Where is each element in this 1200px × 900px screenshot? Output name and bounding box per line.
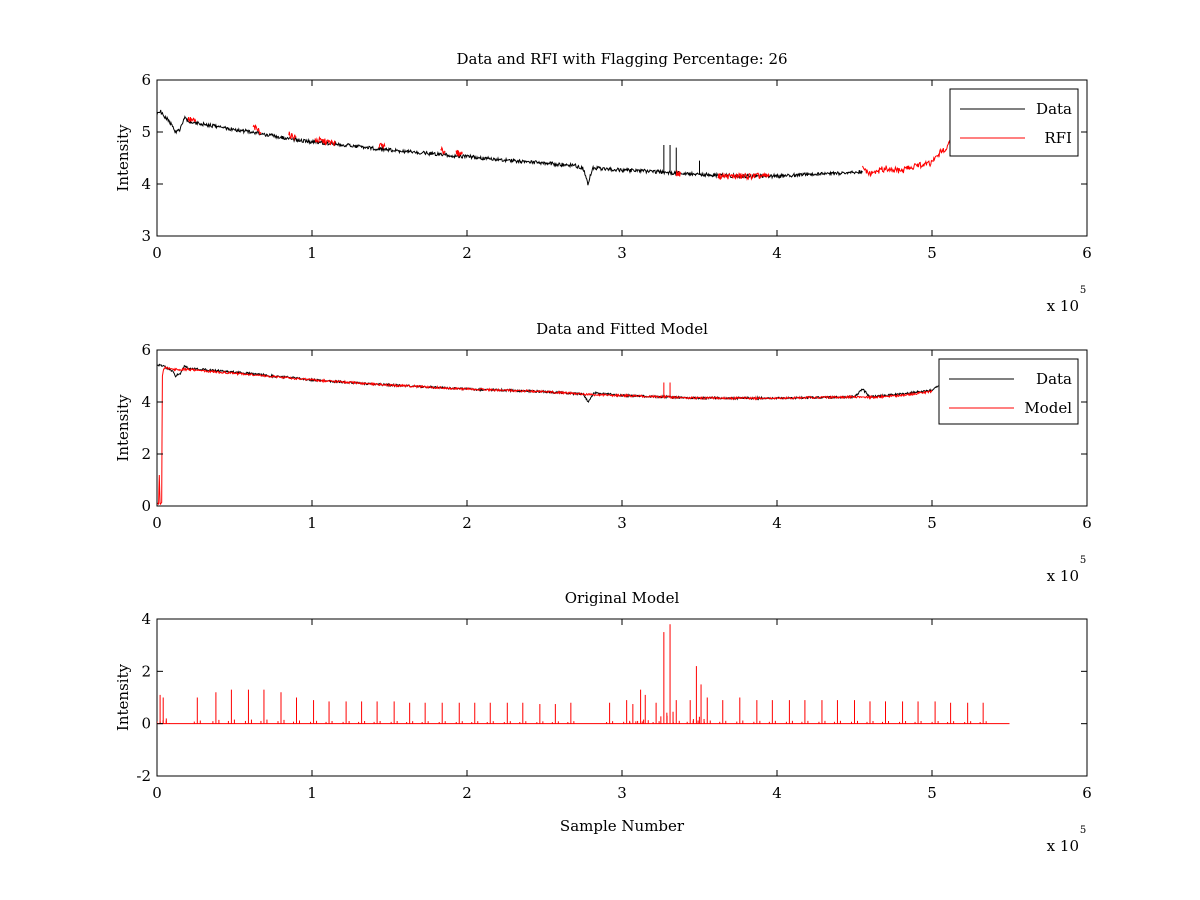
series-segment-rfi [455, 149, 463, 158]
legend: Data RFI [949, 88, 1079, 157]
legend-label: Data [1036, 370, 1072, 388]
legend-box [938, 358, 1079, 425]
series-segment-rfi [675, 170, 682, 177]
subplot-1: 0 1 2 3 4 5 6 3 4 5 6 Data and RFI with Flagging Pe… [114, 50, 1092, 315]
x-tick-label: 1 [307, 244, 317, 262]
x-tick-label: 4 [772, 784, 782, 802]
x-tick-label: 6 [1082, 784, 1092, 802]
series-segment-rfi [440, 145, 446, 155]
x-tick-label: 4 [772, 244, 782, 262]
series-group [157, 624, 1010, 725]
y-tick-label: 0 [141, 497, 151, 515]
x-tick-label: 6 [1082, 514, 1092, 532]
x-tick-label: 3 [617, 244, 627, 262]
chart-title: Data and RFI with Flagging Percentage: 2… [456, 50, 787, 68]
y-axis-label: Intensity [114, 394, 132, 462]
x-tick-label: 5 [927, 514, 937, 532]
series-group [157, 109, 956, 186]
series-segment-rfi [861, 129, 956, 178]
x-tick-label: 5 [927, 244, 937, 262]
series-segment-rfi [252, 124, 262, 135]
series-segment-rfi [288, 131, 297, 141]
x-tick-label: 2 [462, 784, 472, 802]
x-tick-label: 2 [462, 514, 472, 532]
plot-area [156, 618, 1088, 777]
x-tick-label: 5 [927, 784, 937, 802]
y-tick-label: 6 [141, 341, 151, 359]
series-line-model [157, 365, 933, 506]
x-multiplier-base: x 10 [1047, 567, 1079, 585]
x-multiplier-exponent: 5 [1080, 825, 1086, 836]
y-tick-label: 3 [141, 227, 151, 245]
chart-title: Original Model [565, 589, 680, 607]
x-tick-label: 0 [152, 244, 162, 262]
x-axis-label: Sample Number [560, 817, 685, 835]
x-multiplier-base: x 10 [1047, 837, 1079, 855]
x-tick-label: 1 [307, 784, 317, 802]
y-tick-label: 0 [141, 715, 151, 733]
x-tick-label: 6 [1082, 244, 1092, 262]
plot-area [156, 349, 1088, 507]
subplot-2: 0 1 2 3 4 5 6 0 2 4 6 Data and Fitted Model Intensit… [114, 320, 1092, 585]
series-segment-rfi [187, 117, 197, 123]
x-tick-label: 3 [617, 514, 627, 532]
y-tick-label: 4 [141, 610, 151, 628]
series-segment-rfi [717, 171, 770, 181]
chart-title: Data and Fitted Model [536, 320, 708, 338]
x-tick-label: 0 [152, 514, 162, 532]
plot-area [156, 79, 1088, 237]
y-axis-label: Intensity [114, 124, 132, 192]
x-tick-label: 1 [307, 514, 317, 532]
x-multiplier-base: x 10 [1047, 297, 1079, 315]
x-multiplier-exponent: 5 [1080, 285, 1086, 296]
y-axis-label: Intensity [114, 663, 132, 731]
series-segment-rfi [314, 135, 336, 147]
y-tick-label: 5 [141, 123, 151, 141]
x-tick-label: 3 [617, 784, 627, 802]
y-tick-label: 4 [141, 393, 151, 411]
y-tick-label: 4 [141, 175, 151, 193]
x-multiplier-exponent: 5 [1080, 555, 1086, 566]
y-tick-label: 2 [141, 445, 151, 463]
legend-box [949, 88, 1079, 157]
x-tick-label: 4 [772, 514, 782, 532]
legend: Data Model [938, 358, 1079, 425]
series-segment-rfi [378, 142, 386, 149]
series-group [157, 363, 941, 506]
legend-label: Data [1036, 100, 1072, 118]
legend-label: RFI [1044, 129, 1072, 147]
y-tick-label: 2 [141, 662, 151, 680]
y-tick-label: 6 [141, 71, 151, 89]
legend-label: Model [1024, 399, 1072, 417]
y-tick-label: -2 [136, 767, 151, 785]
x-tick-label: 0 [152, 784, 162, 802]
x-tick-label: 2 [462, 244, 472, 262]
